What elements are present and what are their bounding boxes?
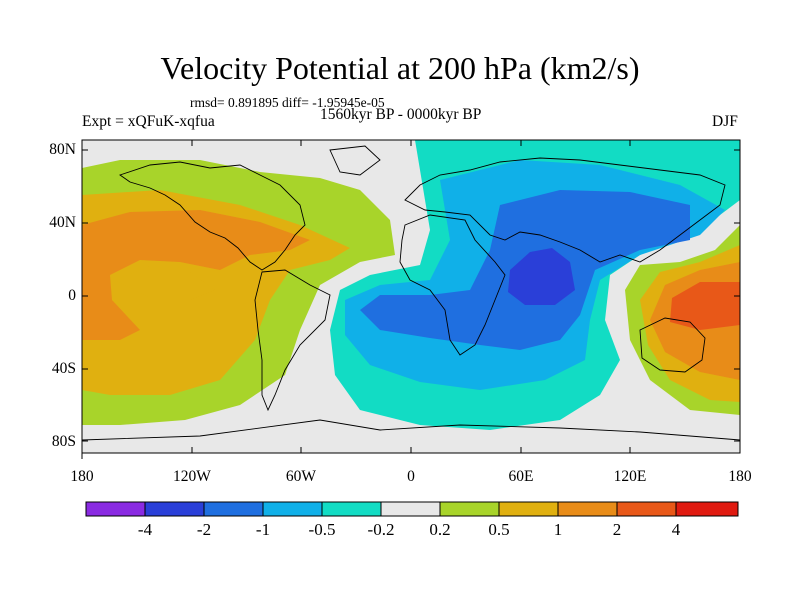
eurasia-coast (404, 157, 726, 263)
colorbar-label: 4 (671, 520, 681, 539)
antarctica-coast (82, 419, 740, 441)
colorbar-label: -4 (137, 520, 153, 539)
lon-label-60e: 60E (508, 468, 534, 485)
colorbar-box-9 (557, 501, 618, 517)
pacific-positive-high (82, 210, 310, 340)
lat-ticks (82, 149, 740, 442)
south-america-coast (254, 269, 331, 412)
north-america-coast (119, 161, 306, 271)
experiment-label: Expt = xQFuK-xqfua (82, 113, 215, 130)
lon-label-180w: 180 (70, 468, 94, 485)
lat-label-40n: 40N (49, 214, 76, 231)
colorbar-label: -0.2 (367, 520, 395, 539)
lon-label-120e: 120E (613, 468, 647, 485)
map-title: Velocity Potential at 200 hPa (km2/s) (160, 50, 640, 86)
colorbar-box-4 (262, 501, 323, 517)
colorbar-label: -0.5 (308, 520, 336, 539)
colorbar-box-8 (498, 501, 559, 517)
colorbar-box-11 (675, 501, 739, 517)
colorbar-label: 0.2 (429, 520, 451, 539)
colorbar-box-7 (439, 501, 500, 517)
lat-label-80s: 80S (51, 433, 76, 450)
africa-negative-darkblue (508, 248, 575, 305)
colorbar-box-6 (380, 501, 441, 517)
colorbar-label: 1 (553, 520, 563, 539)
lon-label-0: 0 (407, 468, 415, 485)
lon-ticks (81, 140, 631, 459)
lat-label-40s: 40S (51, 360, 76, 377)
australia-coast (639, 317, 706, 373)
colorbar-box-3 (203, 501, 264, 517)
season-label: DJF (712, 113, 738, 130)
colorbar-label: 0.5 (488, 520, 510, 539)
contour-map (82, 140, 740, 453)
lat-label-0: 0 (68, 287, 76, 304)
lon-label-180e: 180 (728, 468, 752, 485)
colorbar-box-10 (616, 501, 677, 517)
pacific-positive-inner (115, 266, 215, 300)
colorbar-box-5 (321, 501, 382, 517)
lat-label-80n: 80N (49, 141, 76, 158)
colorbar-label: -1 (255, 520, 271, 539)
africa-coast (399, 214, 506, 356)
coastlines (82, 145, 740, 441)
colorbar-label: 2 (612, 520, 622, 539)
greenland-coast (329, 145, 381, 176)
colorbar-label: -2 (196, 520, 212, 539)
rmsd-diff-stats: rmsd= 0.891895 diff= -1.95945e-05 (190, 95, 385, 110)
colorbar-box-2 (144, 501, 205, 517)
lon-label-120w: 120W (173, 468, 211, 485)
period-label: 1560kyr BP - 0000kyr BP (320, 106, 482, 123)
colorbar (85, 501, 739, 517)
wpacific-positive-peak (670, 282, 740, 330)
lon-label-60w: 60W (285, 468, 317, 485)
colorbar-box-1 (85, 501, 146, 517)
